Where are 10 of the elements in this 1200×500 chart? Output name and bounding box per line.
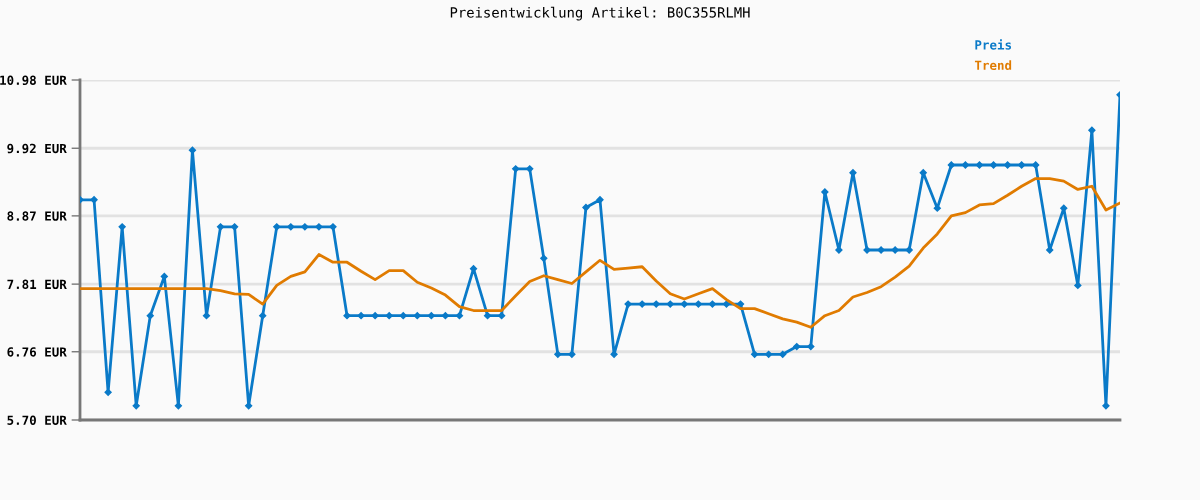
y-tick-label: 10.98 EUR [0, 75, 67, 85]
chart-title: Preisentwicklung Artikel: B0C355RLMH [450, 6, 750, 21]
text: Trend [974, 60, 1012, 71]
y-tick-label: 5.70 EUR [7, 415, 67, 425]
y-tick-label: 9.92 EUR [7, 143, 67, 154]
y-tick-label: 8.87 EUR [7, 211, 67, 221]
y-tick-label: 6.76 EUR [7, 347, 67, 357]
y-tick-label: 7.81 EUR [7, 279, 67, 290]
text: Preis [975, 39, 1012, 50]
line-series [80, 177, 1120, 329]
